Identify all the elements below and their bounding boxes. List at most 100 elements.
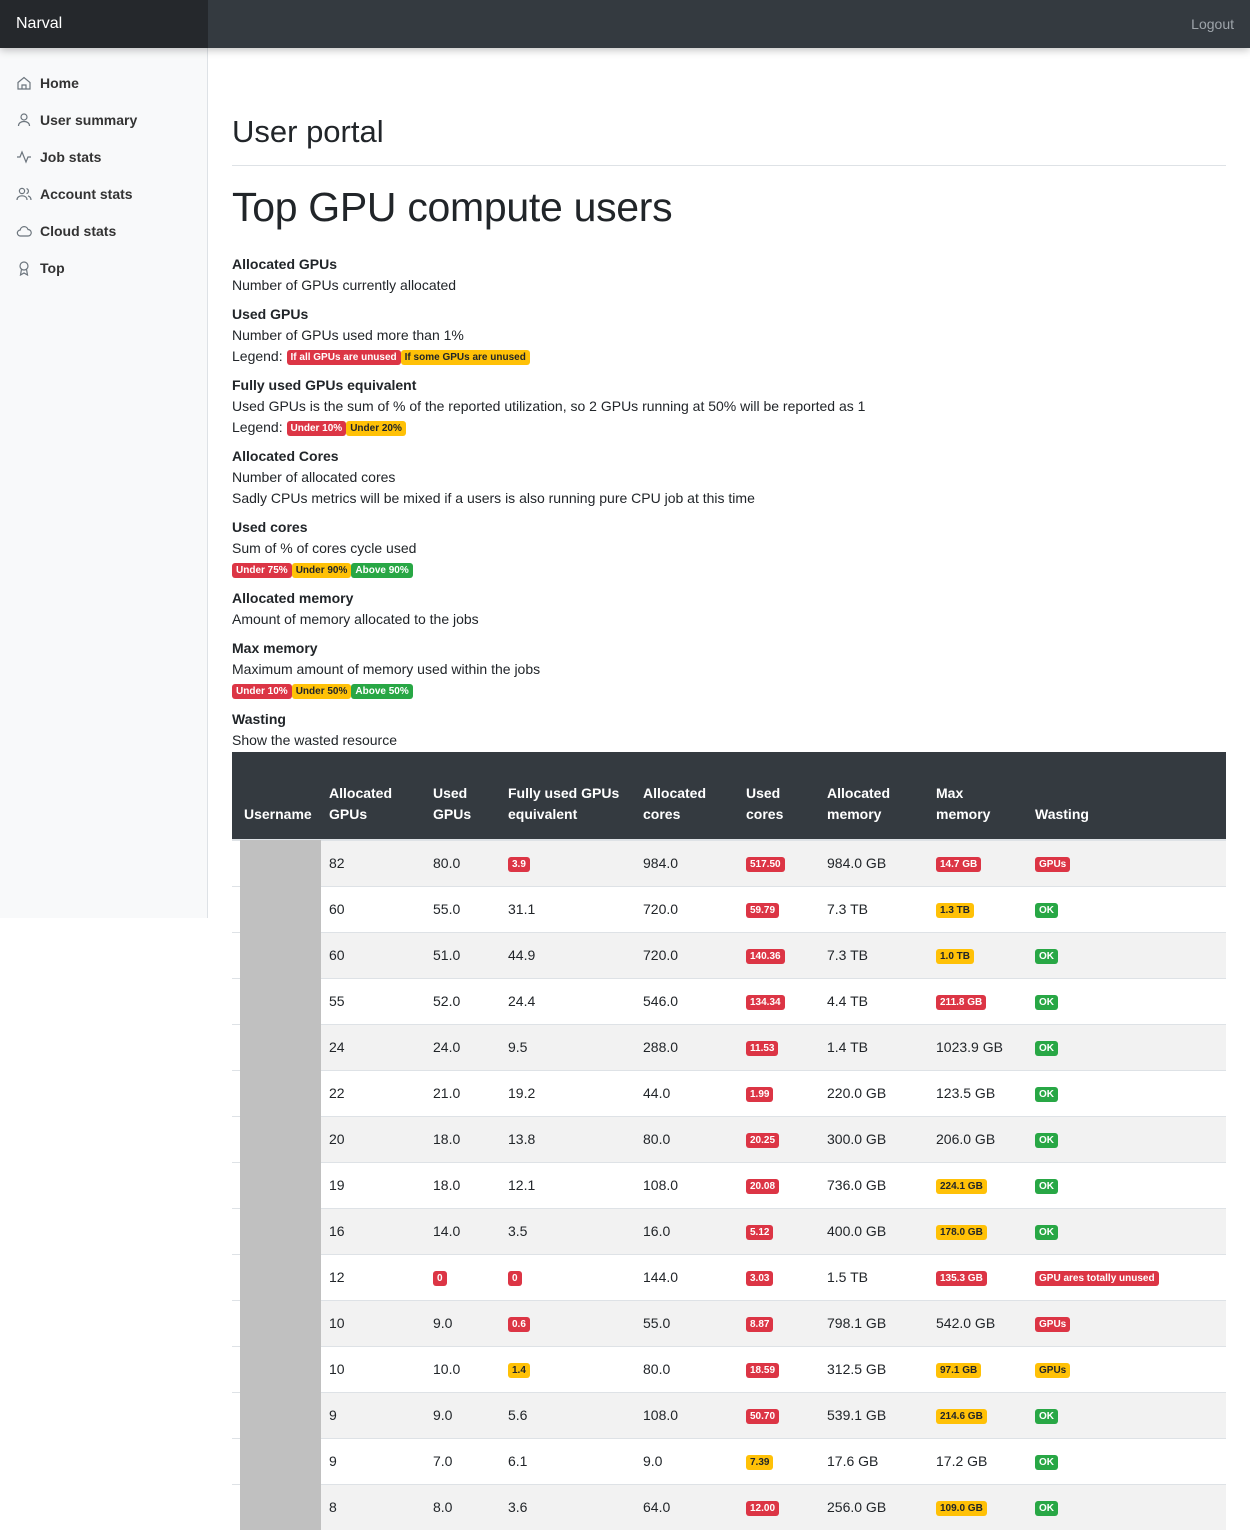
- max-memory-cell: 224.1 GB: [928, 1162, 1027, 1208]
- status-badge: OK: [1035, 1225, 1058, 1240]
- allocated-gpus-cell: 10: [321, 1346, 425, 1392]
- status-badge: OK: [1035, 903, 1058, 918]
- sidebar-item-label: User summary: [40, 112, 137, 128]
- header-allocated-memory[interactable]: Allocated memory: [819, 752, 928, 840]
- header-username[interactable]: Username: [232, 752, 321, 840]
- used-cores-cell: 8.87: [738, 1300, 819, 1346]
- header-used-gpus[interactable]: Used GPUs: [425, 752, 500, 840]
- allocated-cores-cell: 80.0: [635, 1116, 738, 1162]
- used-cores-cell: 3.03: [738, 1254, 819, 1300]
- allocated-cores-cell: 55.0: [635, 1300, 738, 1346]
- redaction-mask: [240, 840, 321, 886]
- cell-value: 17.2 GB: [936, 1453, 987, 1469]
- wasting-cell: OK: [1027, 1392, 1226, 1438]
- status-badge: OK: [1035, 1179, 1058, 1194]
- sidebar-item-user-summary[interactable]: User summary: [0, 101, 207, 138]
- activity-icon: [16, 149, 32, 165]
- cell-value: 31.1: [508, 901, 535, 917]
- legend-title: Wasting: [232, 709, 1226, 730]
- cell-value: 18.0: [433, 1131, 460, 1147]
- wasting-cell: OK: [1027, 886, 1226, 932]
- sidebar-item-account-stats[interactable]: Account stats: [0, 175, 207, 212]
- status-badge: 3.03: [746, 1271, 773, 1286]
- brand-logo[interactable]: Narval: [0, 0, 208, 48]
- allocated-memory-cell: 736.0 GB: [819, 1162, 928, 1208]
- status-badge: 50.70: [746, 1409, 779, 1424]
- cell-value: 542.0 GB: [936, 1315, 995, 1331]
- used-cores-cell: 50.70: [738, 1392, 819, 1438]
- cell-value: 19.2: [508, 1085, 535, 1101]
- cell-value: 21.0: [433, 1085, 460, 1101]
- fully-used-gpus-cell: 24.4: [500, 978, 635, 1024]
- allocated-cores-cell: 16.0: [635, 1208, 738, 1254]
- status-badge: 12.00: [746, 1501, 779, 1516]
- redaction-mask: [240, 1024, 321, 1070]
- allocated-memory-cell: 4.4 TB: [819, 978, 928, 1024]
- table-header-row: Username Allocated GPUs Used GPUs Fully …: [232, 752, 1226, 840]
- header-allocated-gpus[interactable]: Allocated GPUs: [321, 752, 425, 840]
- sidebar-item-label: Account stats: [40, 186, 133, 202]
- legend-title: Allocated memory: [232, 588, 1226, 609]
- legend-desc: Maximum amount of memory used within the…: [232, 659, 1226, 680]
- header-max-memory[interactable]: Max memory: [928, 752, 1027, 840]
- header-fully-used-gpus[interactable]: Fully used GPUs equivalent: [500, 752, 635, 840]
- used-cores-cell: 7.39: [738, 1438, 819, 1484]
- logout-link[interactable]: Logout: [1191, 0, 1234, 48]
- username-cell-redacted: [232, 978, 321, 1024]
- legend-title: Max memory: [232, 638, 1226, 659]
- status-badge: 1.3 TB: [936, 903, 974, 918]
- allocated-cores-cell: 984.0: [635, 840, 738, 886]
- status-badge: 20.08: [746, 1179, 779, 1194]
- status-badge: 224.1 GB: [936, 1179, 987, 1194]
- username-cell-redacted: [232, 1254, 321, 1300]
- allocated-memory-cell: 7.3 TB: [819, 886, 928, 932]
- sidebar-item-top[interactable]: Top: [0, 249, 207, 286]
- sidebar-item-cloud-stats[interactable]: Cloud stats: [0, 212, 207, 249]
- allocated-memory-cell: 300.0 GB: [819, 1116, 928, 1162]
- allocated-gpus-cell: 16: [321, 1208, 425, 1254]
- allocated-gpus-cell: 60: [321, 932, 425, 978]
- status-badge: GPUs: [1035, 1317, 1070, 1332]
- fully-used-gpus-cell: 12.1: [500, 1162, 635, 1208]
- cell-value: 9.0: [433, 1407, 452, 1423]
- fully-used-gpus-cell: 0.6: [500, 1300, 635, 1346]
- allocated-gpus-cell: 60: [321, 886, 425, 932]
- allocated-memory-cell: 312.5 GB: [819, 1346, 928, 1392]
- wasting-cell: OK: [1027, 1116, 1226, 1162]
- home-icon: [16, 75, 32, 91]
- fully-used-gpus-cell: 5.6: [500, 1392, 635, 1438]
- cell-value: 3.5: [508, 1223, 527, 1239]
- allocated-memory-cell: 798.1 GB: [819, 1300, 928, 1346]
- max-memory-cell: 1.3 TB: [928, 886, 1027, 932]
- page-title: User portal: [232, 114, 384, 150]
- used-cores-cell: 18.59: [738, 1346, 819, 1392]
- cell-value: 5.6: [508, 1407, 527, 1423]
- legend-badges: Legend: Under 10%Under 20%: [232, 417, 1226, 438]
- cell-value: 12.1: [508, 1177, 535, 1193]
- header-allocated-cores[interactable]: Allocated cores: [635, 752, 738, 840]
- fully-used-gpus-cell: 1.4: [500, 1346, 635, 1392]
- status-badge: 7.39: [746, 1455, 773, 1470]
- header-wasting[interactable]: Wasting: [1027, 752, 1226, 840]
- sidebar-item-label: Cloud stats: [40, 223, 116, 239]
- redaction-mask: [240, 1116, 321, 1162]
- status-badge: 134.34: [746, 995, 785, 1010]
- allocated-gpus-cell: 9: [321, 1438, 425, 1484]
- header-used-cores[interactable]: Used cores: [738, 752, 819, 840]
- legend-label: Legend:: [232, 419, 283, 435]
- used-cores-cell: 12.00: [738, 1484, 819, 1530]
- max-memory-cell: 206.0 GB: [928, 1116, 1027, 1162]
- wasting-cell: OK: [1027, 932, 1226, 978]
- allocated-gpus-cell: 22: [321, 1070, 425, 1116]
- status-badge: 0: [508, 1271, 522, 1286]
- sidebar-item-home[interactable]: Home: [0, 64, 207, 101]
- sidebar-item-job-stats[interactable]: Job stats: [0, 138, 207, 175]
- legend-desc: Number of allocated cores: [232, 467, 1226, 488]
- allocated-cores-cell: 546.0: [635, 978, 738, 1024]
- allocated-cores-cell: 9.0: [635, 1438, 738, 1484]
